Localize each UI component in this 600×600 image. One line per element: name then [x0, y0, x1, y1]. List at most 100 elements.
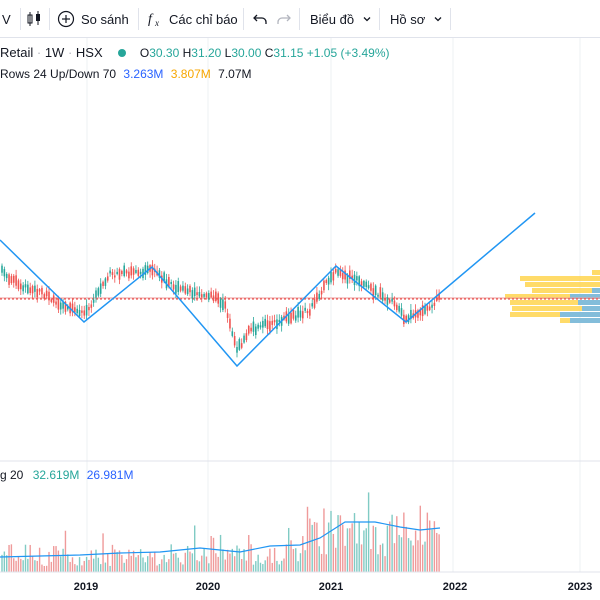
candle: [151, 260, 154, 280]
volume-bar: [358, 522, 360, 572]
volume-bar: [299, 553, 302, 572]
candle: [313, 294, 316, 310]
candle: [365, 279, 368, 291]
candle: [83, 305, 86, 320]
volume-bar: [149, 552, 151, 572]
candle: [97, 286, 100, 298]
candle: [193, 282, 196, 301]
volume-bar: [196, 560, 198, 572]
candle: [88, 303, 90, 317]
volume-bar: [154, 551, 156, 572]
redo-icon: [277, 14, 291, 24]
candle: [421, 300, 424, 321]
candle: [229, 313, 231, 332]
candle: [334, 263, 337, 275]
volume-legend[interactable]: g 20 32.619M 26.981M: [0, 468, 133, 482]
toolbar-divider: [299, 8, 300, 30]
chart-type-menu[interactable]: Biểu đồ: [310, 0, 372, 38]
volume-bar: [259, 562, 262, 572]
candle: [363, 279, 365, 289]
chart-style-button[interactable]: [25, 0, 43, 38]
market-status-dot: [118, 49, 127, 57]
symbol-exchange: HSX: [75, 45, 103, 60]
candle: [186, 284, 189, 296]
profile-label: Hồ sơ: [390, 11, 426, 27]
indicators-button[interactable]: f x Các chỉ báo: [146, 0, 238, 38]
volume-profile-legend[interactable]: Rows 24 Up/Down 70 3.263M 3.807M 7.07M: [0, 67, 252, 81]
volume-bar: [285, 544, 288, 572]
candle: [428, 302, 431, 312]
volume-bar: [400, 537, 403, 572]
volume-bar: [264, 560, 266, 572]
volume-bar: [156, 565, 158, 572]
volume-bar: [31, 555, 34, 572]
volume-bar: [363, 530, 365, 572]
volume-bar: [414, 530, 417, 572]
interval-button[interactable]: V: [2, 0, 11, 38]
redo-button[interactable]: [276, 0, 292, 38]
undo-button[interactable]: [252, 0, 268, 38]
volume-bar: [177, 557, 179, 572]
volume-bar: [339, 515, 342, 572]
volume-bar: [379, 544, 382, 572]
candle: [240, 338, 243, 350]
volume-bar: [389, 521, 391, 572]
volume-bar: [309, 518, 311, 572]
toolbar-divider: [379, 8, 380, 30]
toolbar-divider: [450, 8, 451, 30]
volume-bar: [208, 563, 210, 572]
candle: [410, 304, 412, 324]
volume-bar: [189, 551, 191, 572]
open-label: O: [139, 46, 150, 60]
volume-bar: [426, 512, 429, 572]
time-tick: 2021: [319, 581, 343, 593]
volume-bar: [97, 557, 100, 572]
candle: [273, 314, 276, 326]
indicators-label: Các chỉ báo: [169, 11, 238, 27]
volume-bar: [118, 550, 121, 572]
volume-bar: [431, 529, 433, 572]
volume-bar: [320, 553, 323, 572]
volume-bar: [377, 554, 379, 572]
candle: [398, 303, 400, 314]
candle: [99, 278, 102, 298]
volume-bar: [271, 562, 273, 572]
volume-bar: [163, 554, 165, 572]
volume-bar: [20, 558, 22, 572]
volume-bar: [349, 528, 351, 572]
symbol-legend[interactable]: Retail · 1W · HSX O30.30 H31.20 L30.00 C…: [0, 45, 390, 60]
candle: [196, 286, 198, 302]
volume-bar: [57, 550, 60, 572]
candle: [247, 324, 250, 336]
candle: [184, 282, 187, 295]
candle: [433, 297, 436, 310]
volume-bar: [283, 558, 285, 572]
candle: [208, 290, 210, 303]
candle: [424, 302, 426, 316]
volume-bar: [429, 520, 431, 572]
volume-bar: [24, 544, 27, 572]
candle: [29, 282, 31, 296]
candle: [377, 292, 379, 299]
candle: [102, 280, 104, 289]
volume-bar: [128, 549, 130, 572]
candle: [384, 293, 386, 304]
volume-bar: [344, 545, 346, 572]
price-chart[interactable]: 2019 2020 2021 2022 2023: [0, 38, 600, 600]
candle: [59, 298, 62, 315]
vp-row: [512, 306, 600, 311]
candle: [351, 269, 353, 283]
profile-menu[interactable]: Hồ sơ: [390, 0, 443, 38]
volume-bar: [71, 557, 74, 572]
compare-label: So sánh: [81, 11, 129, 27]
volume-bar: [191, 553, 194, 572]
grid-lines: [86, 38, 581, 572]
candle: [349, 265, 351, 284]
volume-bar: [104, 562, 107, 572]
trend-drawing[interactable]: [0, 212, 536, 368]
volume-bar: [405, 526, 407, 572]
compare-button[interactable]: So sánh: [57, 0, 129, 38]
vp-total-value: 7.07M: [218, 67, 252, 81]
candle: [320, 286, 323, 299]
candle: [325, 278, 328, 285]
